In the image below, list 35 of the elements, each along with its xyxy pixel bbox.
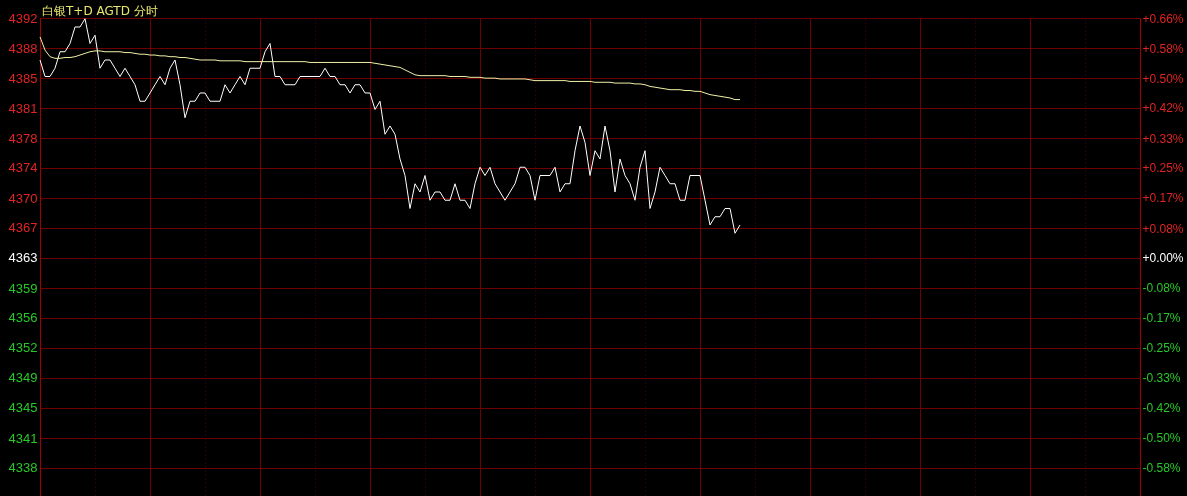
chart-title: 白银T+D AGTD 分时 <box>42 4 158 18</box>
y-tick-label: 4356 <box>8 310 38 326</box>
y-tick-label: 4381 <box>8 100 38 116</box>
y-tick-label: 4349 <box>8 370 38 386</box>
y-tick-label: 4338 <box>8 460 38 476</box>
y2-tick-label: -0.08% <box>1142 281 1181 296</box>
y2-tick-label: +0.50% <box>1142 71 1184 86</box>
y2-tick-label: +0.08% <box>1142 221 1184 236</box>
y-tick-label: 4374 <box>8 160 38 176</box>
y-tick-label: 4363 <box>8 250 38 266</box>
y-tick-label: 4388 <box>8 40 38 56</box>
y2-tick-label: +0.42% <box>1142 101 1184 116</box>
y2-tick-label: -0.58% <box>1142 461 1181 476</box>
y-tick-label: 4370 <box>8 190 38 206</box>
y-tick-label: 4378 <box>8 130 38 146</box>
y2-tick-label: +0.66% <box>1142 12 1184 27</box>
line-series <box>39 18 741 234</box>
y2-tick-label: +0.58% <box>1142 41 1184 56</box>
y2-tick-label: -0.17% <box>1142 311 1181 326</box>
y2-tick-label: -0.42% <box>1142 401 1181 416</box>
y-tick-label: 4352 <box>8 340 38 356</box>
y-tick-label: 4367 <box>8 220 38 236</box>
y2-tick-label: +0.25% <box>1142 161 1184 176</box>
y2-tick-label: -0.33% <box>1142 371 1181 386</box>
y2-tick-label: +0.17% <box>1142 191 1184 206</box>
y2-tick-label: +0.33% <box>1142 131 1184 146</box>
y2-tick-label: -0.25% <box>1142 341 1181 356</box>
y-tick-label: 4341 <box>8 430 38 446</box>
y-tick-label: 4359 <box>8 280 38 296</box>
y-tick-label: 4385 <box>8 70 38 86</box>
line-series <box>39 36 741 101</box>
y-tick-label: 4392 <box>8 10 38 26</box>
y2-tick-label: -0.50% <box>1142 431 1181 446</box>
y2-tick-label: +0.00% <box>1142 251 1184 266</box>
y-tick-label: 4345 <box>8 400 38 416</box>
